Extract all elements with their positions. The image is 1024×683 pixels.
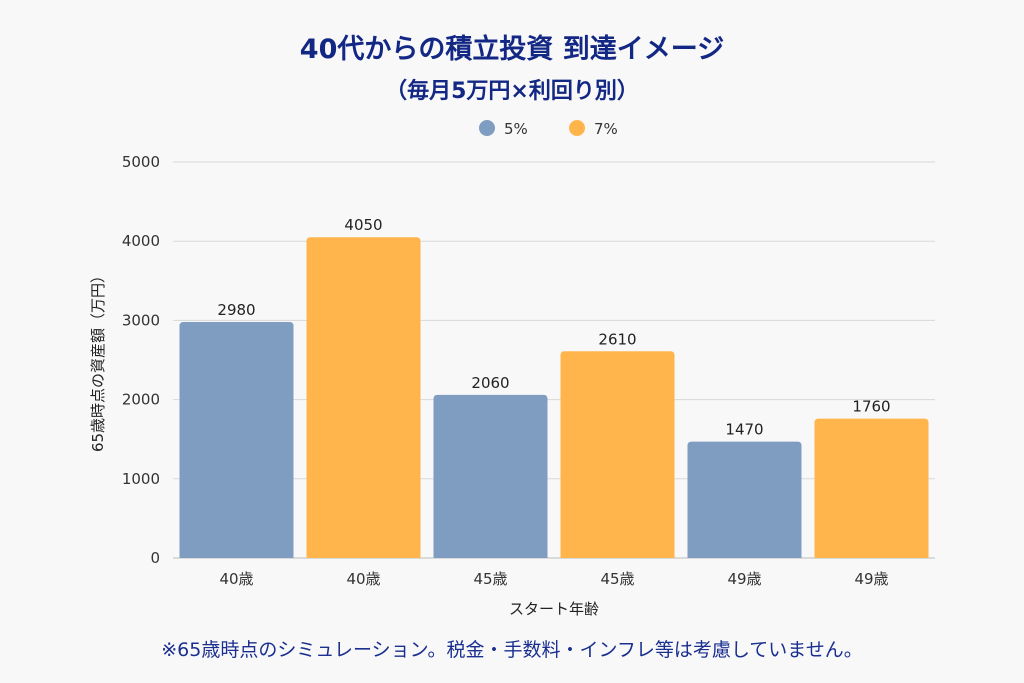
bars: 2980 40歳 4050 40歳 2060 45歳 2610 45歳 1470 49歳 1760 4… [179,216,929,588]
chart-subtitle: （毎月5万円×利回り別） [385,79,639,104]
y-tick-label: 1000 [122,470,160,488]
y-tick-label: 0 [150,549,160,567]
data-label: 2980 [217,301,255,319]
footnote: ※65歳時点のシミュレーション。税金・手数料・インフレ等は考慮していません。 [161,639,863,661]
bar [179,321,294,558]
bar [560,351,675,558]
bar [814,418,929,558]
y-tick-label: 2000 [122,391,160,409]
data-label: 2610 [598,330,636,348]
y-tick-label: 4000 [122,232,160,250]
x-tick-label: 45歳 [600,570,634,588]
legend-marker [569,120,585,136]
x-tick-label: 40歳 [346,570,380,588]
data-label: 2060 [471,374,509,392]
gridlines: 0 1000 2000 3000 4000 5000 [122,153,935,567]
legend-label: 7% [594,120,618,138]
chart-title: 40代からの積立投資 到達イメージ [300,33,724,65]
bar [433,394,548,558]
x-tick-label: 40歳 [219,570,253,588]
legend-marker [479,120,495,136]
legend: 5% 7% [479,120,618,138]
x-tick-label: 49歳 [727,570,761,588]
x-tick-label: 45歳 [473,570,507,588]
bar [687,441,802,558]
y-tick-label: 3000 [122,311,160,329]
x-tick-label: 49歳 [854,570,888,588]
y-axis-label: 65歳時点の資産額（万円） [89,268,107,452]
data-label: 4050 [344,216,382,234]
legend-label: 5% [504,120,528,138]
x-axis-label: スタート年齢 [509,600,599,618]
bar [306,237,421,559]
data-label: 1760 [852,398,890,416]
y-tick-label: 5000 [122,153,160,171]
data-label: 1470 [725,421,763,439]
